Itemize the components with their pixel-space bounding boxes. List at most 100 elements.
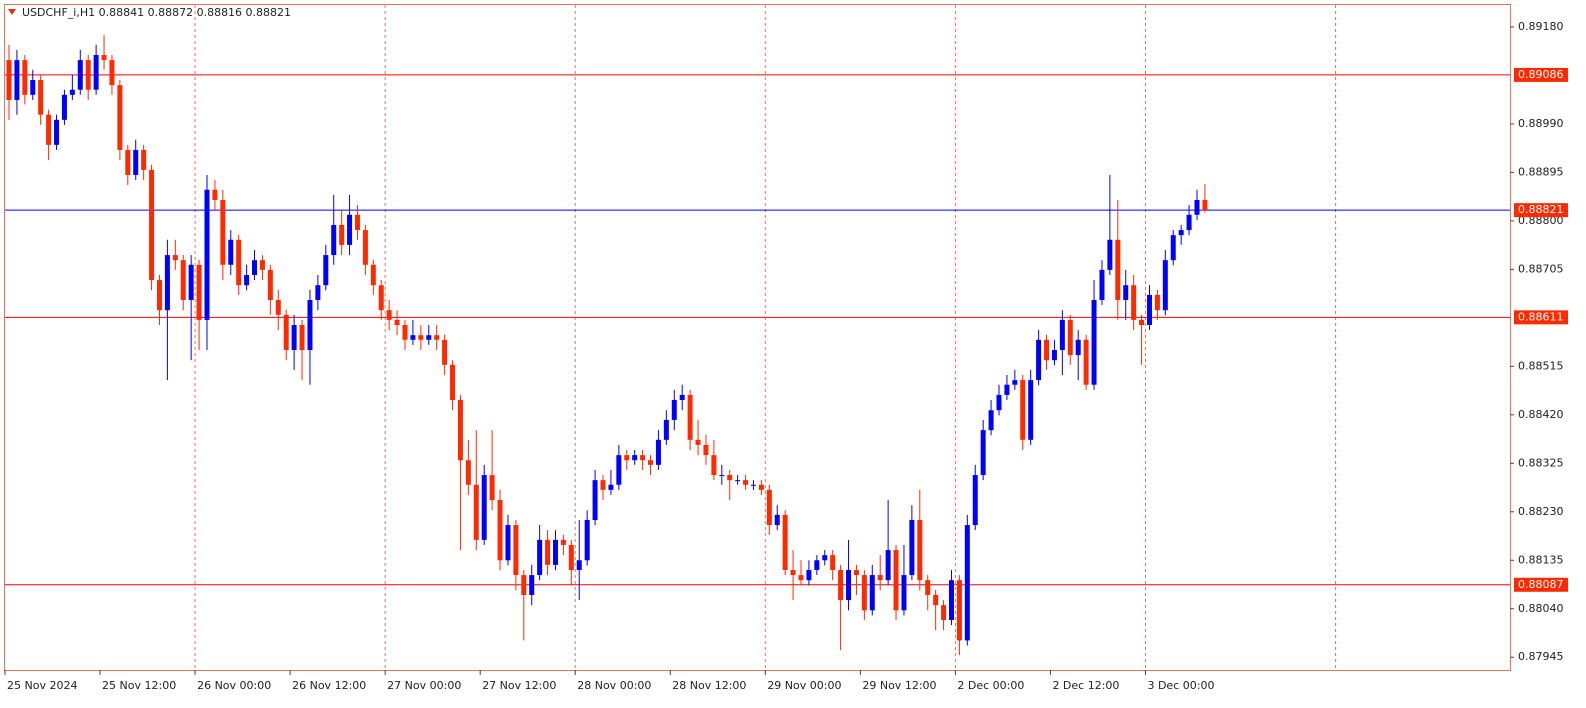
candle-body [608,484,614,490]
candle-body [711,455,717,476]
candle-body [640,455,646,461]
candle-body [893,550,899,611]
y-tick-label: 0.88420 [1518,408,1564,421]
candle-body [861,575,867,611]
candle-body [93,55,99,90]
candle-body [806,569,812,581]
x-tick-label: 3 Dec 00:00 [1147,679,1214,692]
candle-body [30,80,36,95]
y-tick-label: 0.89180 [1518,20,1564,33]
candle-body [117,85,123,150]
candle-body [1067,319,1073,356]
candle-body [616,455,622,485]
candle-body [14,60,20,100]
candle-body [774,514,780,526]
candle-body [743,480,749,485]
candle-body [584,519,590,561]
candle-body [719,475,725,477]
candle-body [347,214,353,245]
candle-body [505,525,511,561]
candle-body [909,519,915,576]
candle-body [925,580,931,595]
candle-body [267,269,273,300]
candle-body [323,255,329,286]
candle-body [1115,239,1121,300]
candle-body [766,489,772,526]
collapse-icon[interactable] [8,9,16,15]
candle-body [838,569,844,601]
candle-body [212,189,218,200]
y-tick-label: 0.88040 [1518,602,1564,615]
candle-body [592,480,598,520]
candle-body [758,484,764,490]
candle-body [1107,239,1113,270]
candle-body [481,475,487,540]
y-tick-label: 0.87945 [1518,650,1564,663]
candle-body [1091,299,1097,385]
candle-body [442,339,448,365]
candle-body [941,605,947,620]
candle-body [1170,235,1176,261]
candle-body [790,569,796,576]
candle-body [671,400,677,420]
x-tick-label: 26 Nov 00:00 [197,679,271,692]
candle-body [38,80,44,115]
candle-body [822,555,828,561]
candle-body [1154,294,1160,311]
candle-body [917,519,923,581]
candle-body [252,260,258,275]
plot-frame [4,4,1511,671]
candle-body [473,484,479,540]
candle-body [964,525,970,641]
candle-body [1083,339,1089,385]
y-tick-label: 0.88230 [1518,505,1564,518]
level-label: 0.89086 [1518,68,1564,81]
candle-body [1099,269,1105,300]
candle-body [1139,319,1145,325]
candle-body [846,569,852,601]
candle-body [600,480,606,490]
candle-body [750,484,756,486]
candle-body [394,319,400,325]
candle-body [362,230,368,265]
candle-body [46,114,52,145]
candle-body [434,335,440,340]
candle-body [149,169,155,281]
candle-body [339,224,345,245]
candle-body [228,239,234,265]
candle-body [1178,230,1184,236]
candle-body [236,239,242,286]
candle-body [521,575,527,595]
level-label-bg [1514,577,1568,592]
candle-body [378,285,384,311]
candle-body [679,394,685,401]
x-tick-label: 29 Nov 00:00 [767,679,841,692]
x-tick-label: 28 Nov 00:00 [577,679,651,692]
candle-body [1044,339,1050,361]
candle-body [69,89,75,95]
candle-body [1146,294,1152,325]
candle-body [648,460,654,465]
candle-body [1194,199,1200,215]
candle-body [703,444,709,456]
candle-body [1028,380,1034,440]
candle-body [529,575,535,595]
candle-body [85,60,91,90]
candle-body [244,274,250,286]
candle-body [1075,339,1081,356]
x-tick-label: 26 Nov 12:00 [292,679,366,692]
candle-body [54,119,60,145]
candle-body [1202,199,1208,211]
y-tick-label: 0.88990 [1518,117,1564,130]
candle-body [77,60,83,90]
x-tick-label: 2 Dec 00:00 [957,679,1024,692]
candle-body [141,149,147,170]
y-tick-label: 0.88895 [1518,165,1564,178]
candle-body [727,475,733,481]
candle-body [410,335,416,340]
candle-body [497,500,503,561]
candle-body [956,580,962,641]
chart-title: USDCHF_i,H1 0.88841 0.88872 0.88816 0.88… [22,6,291,19]
candle-body [552,539,558,565]
